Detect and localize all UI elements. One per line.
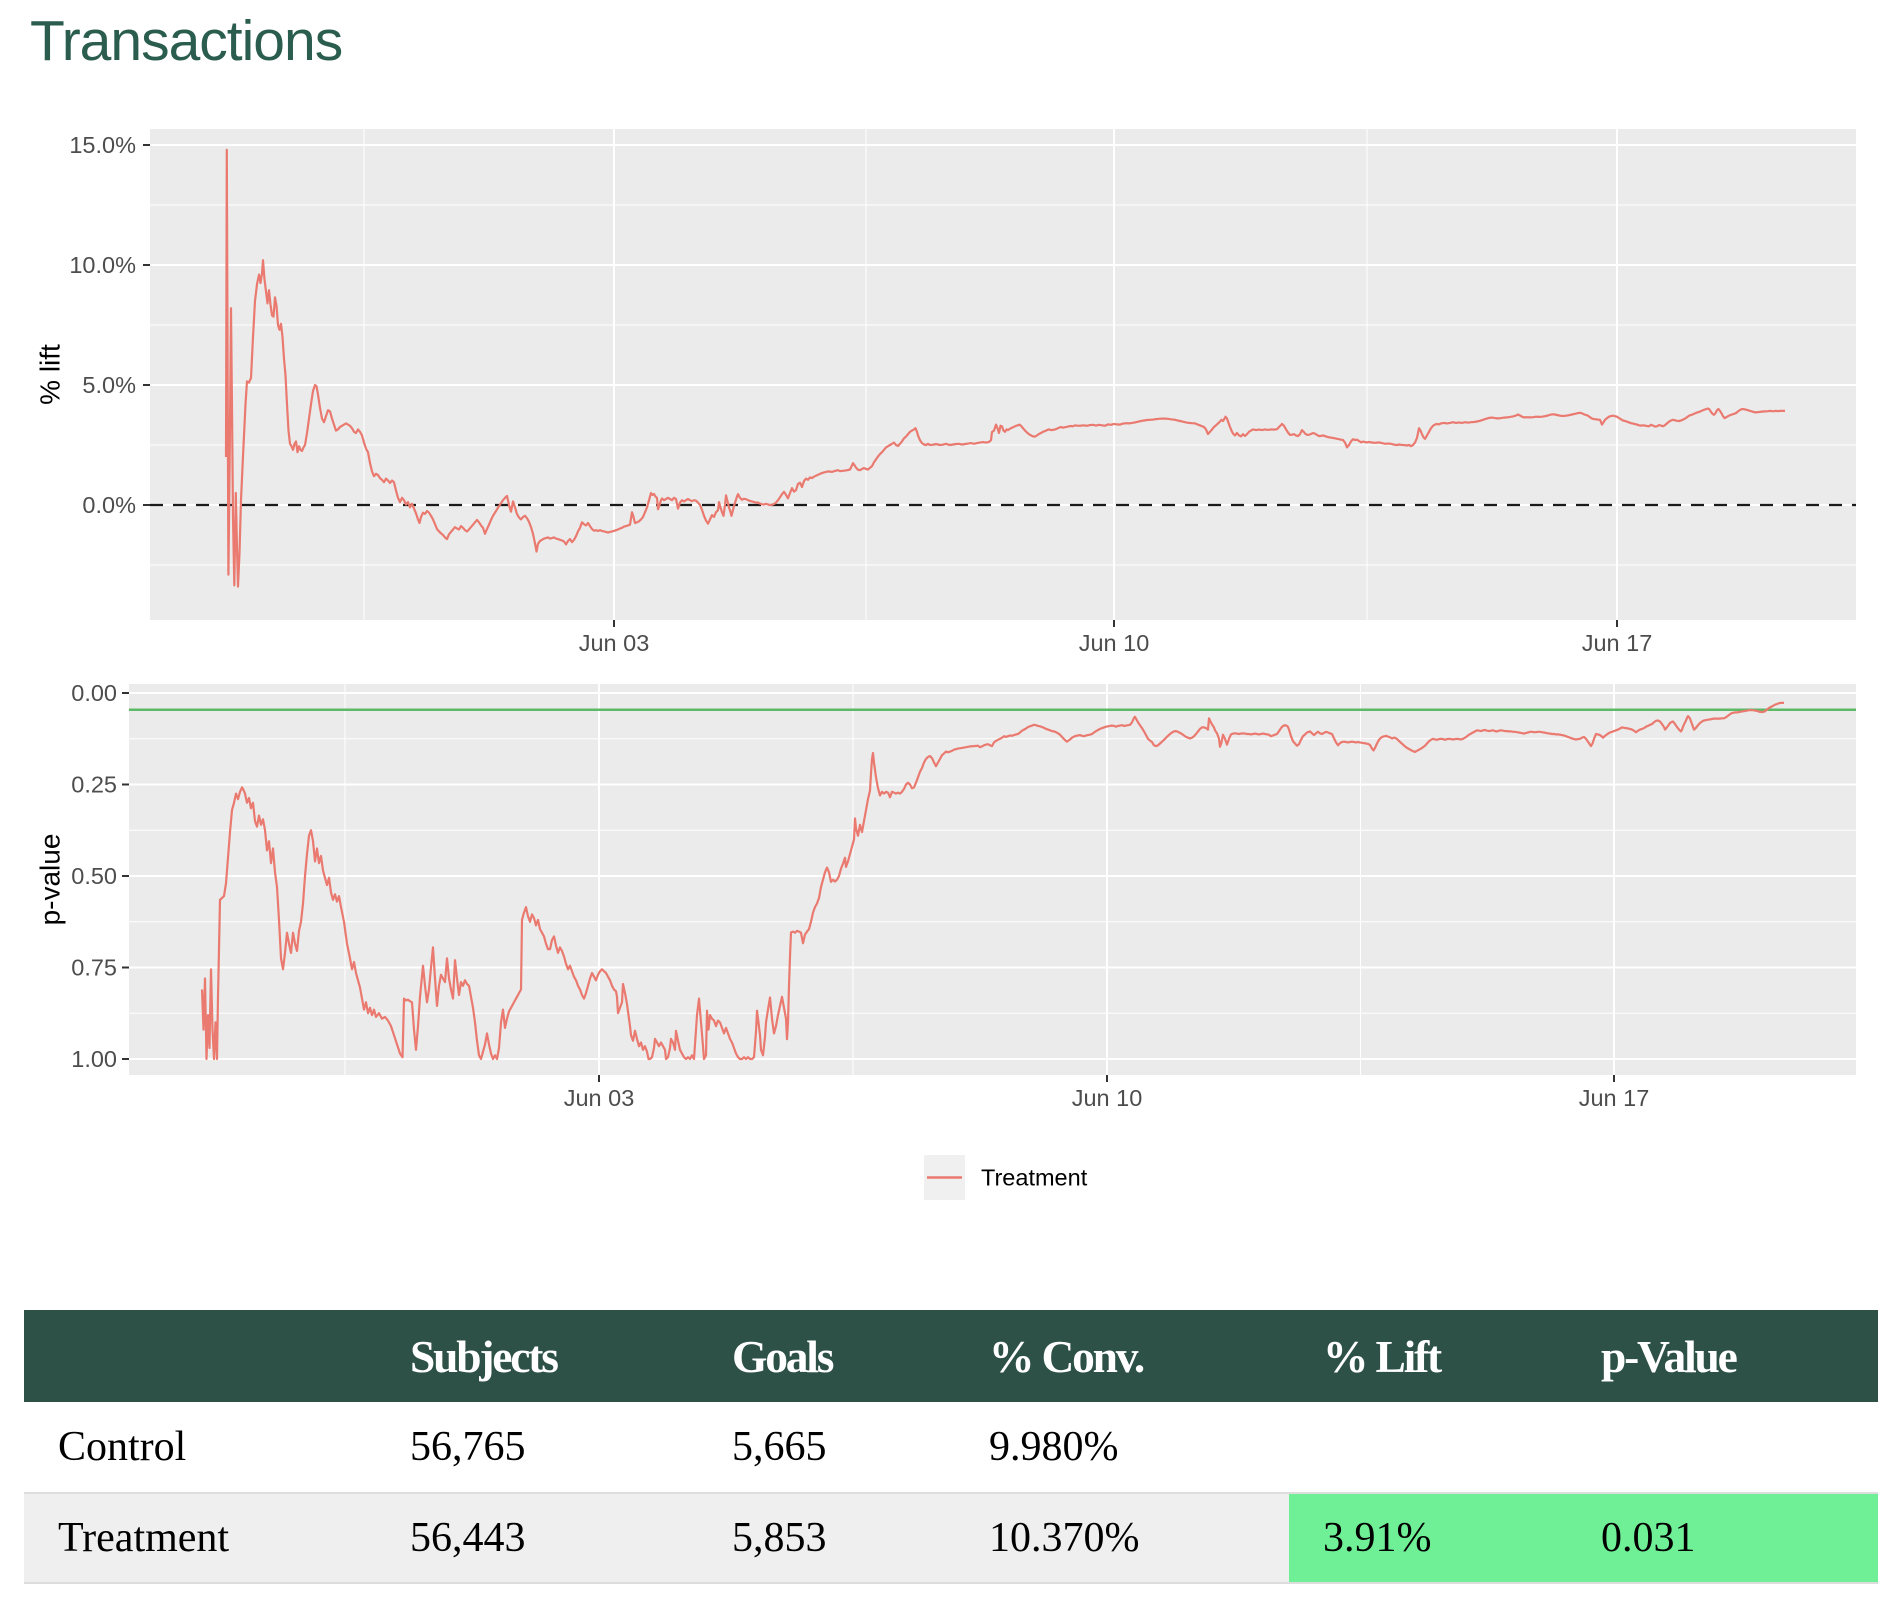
svg-text:1.00: 1.00 [71, 1046, 117, 1072]
svg-text:0.25: 0.25 [71, 772, 117, 798]
svg-text:0.75: 0.75 [71, 955, 117, 981]
svg-text:Jun 03: Jun 03 [579, 630, 650, 656]
svg-text:Jun 10: Jun 10 [1079, 630, 1150, 656]
svg-text:0.0%: 0.0% [82, 492, 136, 518]
svg-text:15.0%: 15.0% [69, 132, 136, 158]
svg-text:0.50: 0.50 [71, 863, 117, 889]
svg-text:Treatment: Treatment [981, 1165, 1088, 1191]
svg-text:% lift: % lift [35, 344, 66, 405]
svg-text:10.0%: 10.0% [69, 252, 136, 278]
svg-text:5.0%: 5.0% [82, 372, 136, 398]
svg-text:Jun 17: Jun 17 [1579, 1085, 1650, 1111]
svg-text:p-value: p-value [35, 834, 66, 926]
svg-text:0.00: 0.00 [71, 680, 117, 706]
svg-text:Jun 10: Jun 10 [1072, 1085, 1143, 1111]
svg-text:Jun 17: Jun 17 [1582, 630, 1653, 656]
svg-text:Jun 03: Jun 03 [564, 1085, 635, 1111]
